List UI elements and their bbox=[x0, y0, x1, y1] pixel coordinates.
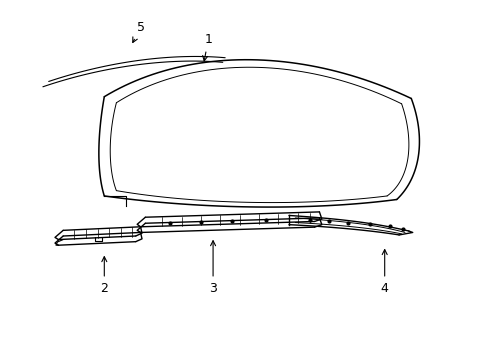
Text: 2: 2 bbox=[100, 257, 108, 294]
Text: 3: 3 bbox=[209, 241, 217, 294]
Text: 5: 5 bbox=[132, 21, 144, 42]
Text: 1: 1 bbox=[202, 33, 212, 61]
Text: 4: 4 bbox=[380, 249, 388, 294]
